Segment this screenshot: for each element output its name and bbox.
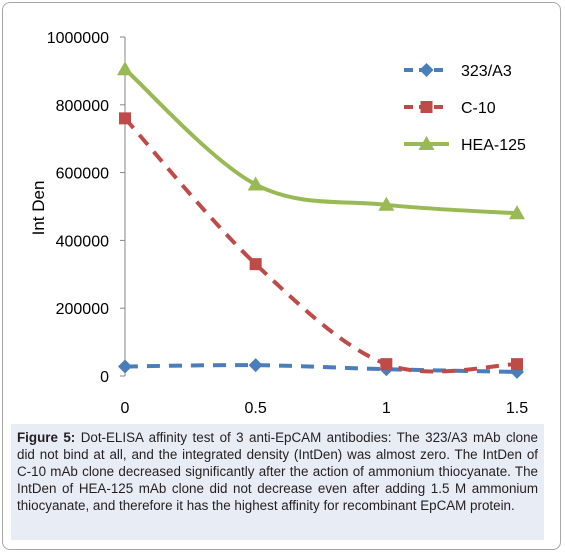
y-tick-labels: 0 200000 400000 600000 800000 1000000	[47, 30, 109, 386]
series-line-hea-125	[123, 67, 518, 216]
legend-item-c-10: C-10	[404, 100, 496, 117]
y-tick-label: 400000	[56, 233, 109, 250]
x-tick-label: 0.5	[245, 400, 267, 417]
data-point-c-10	[119, 112, 131, 125]
data-point-323-a3	[118, 359, 132, 374]
y-tick-label: 600000	[56, 166, 109, 183]
legend-label-hea-125: HEA-125	[461, 137, 526, 154]
x-tick-label: 1	[382, 400, 391, 417]
legend-item-hea-125: HEA-125	[404, 136, 526, 154]
x-tick-label: 1.5	[506, 400, 528, 417]
caption-background	[11, 424, 544, 540]
legend-item-323-a3: 323/A3	[404, 63, 512, 80]
y-tick-label: 0	[100, 369, 109, 386]
y-axis-label: Int Den	[29, 181, 48, 236]
y-tick-label: 1000000	[47, 30, 109, 47]
data-point-c-10	[249, 258, 262, 271]
y-tick-label: 200000	[56, 301, 109, 318]
caption-text: Dot-ELISA affinity test of 3 anti-EpCAM …	[17, 430, 538, 513]
legend-marker-323-a3	[419, 63, 434, 77]
series-line-323-a3	[124, 363, 518, 374]
series-group	[117, 61, 525, 379]
series-hea-125	[117, 61, 525, 220]
chart-legend: 323/A3 C-10 HEA-125	[404, 63, 526, 154]
data-point-hea-125	[117, 61, 133, 76]
data-point-c-10	[511, 358, 523, 371]
y-tick-label: 800000	[56, 98, 109, 115]
legend-marker-hea-125	[418, 136, 435, 150]
series-c-10	[119, 112, 523, 374]
series-323-a3	[118, 358, 524, 379]
data-point-hea-125	[247, 176, 264, 191]
series-line-c-10	[123, 117, 518, 374]
x-tick-labels: 0 0.5 1 1.5	[121, 400, 529, 417]
legend-label-c-10: C-10	[461, 100, 496, 117]
line-chart: 0 200000 400000 600000 800000 1000000 0 0.5 1 1.…	[29, 30, 529, 417]
caption-label: Figure 5:	[17, 430, 76, 445]
legend-label-323-a3: 323/A3	[461, 63, 512, 80]
legend-marker-c-10	[420, 101, 433, 113]
data-point-hea-125	[378, 196, 395, 211]
data-point-323-a3	[248, 358, 263, 373]
data-point-c-10	[380, 358, 393, 371]
data-point-hea-125	[509, 205, 525, 220]
figure-caption: Figure 5: Dot-ELISA affinity test of 3 a…	[17, 429, 538, 514]
chart-axes	[120, 36, 126, 377]
x-tick-label: 0	[121, 400, 130, 417]
